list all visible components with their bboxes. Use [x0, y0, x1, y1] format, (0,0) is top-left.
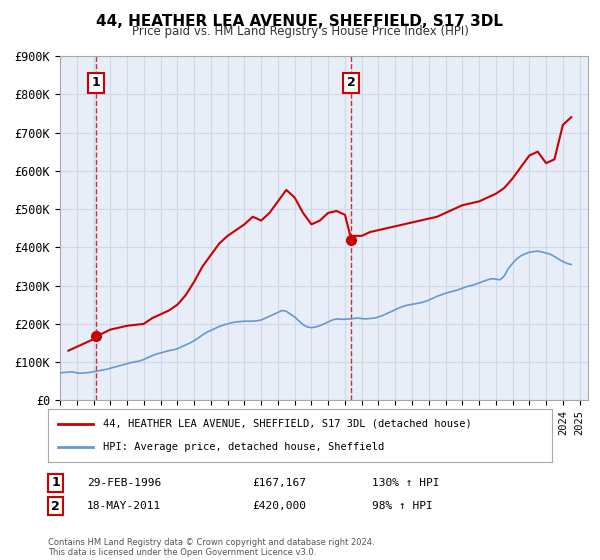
Text: 1: 1 [51, 476, 60, 489]
Text: Contains HM Land Registry data © Crown copyright and database right 2024.
This d: Contains HM Land Registry data © Crown c… [48, 538, 374, 557]
Text: 98% ↑ HPI: 98% ↑ HPI [372, 501, 433, 511]
Text: £420,000: £420,000 [252, 501, 306, 511]
Text: 44, HEATHER LEA AVENUE, SHEFFIELD, S17 3DL: 44, HEATHER LEA AVENUE, SHEFFIELD, S17 3… [97, 14, 503, 29]
Text: £167,167: £167,167 [252, 478, 306, 488]
Text: 1: 1 [92, 76, 101, 89]
Text: 29-FEB-1996: 29-FEB-1996 [87, 478, 161, 488]
Text: 44, HEATHER LEA AVENUE, SHEFFIELD, S17 3DL (detached house): 44, HEATHER LEA AVENUE, SHEFFIELD, S17 3… [103, 419, 472, 429]
Text: 2: 2 [51, 500, 60, 513]
Text: 18-MAY-2011: 18-MAY-2011 [87, 501, 161, 511]
Text: 2: 2 [347, 76, 356, 89]
Text: HPI: Average price, detached house, Sheffield: HPI: Average price, detached house, Shef… [103, 442, 385, 452]
Text: 130% ↑ HPI: 130% ↑ HPI [372, 478, 439, 488]
Text: Price paid vs. HM Land Registry's House Price Index (HPI): Price paid vs. HM Land Registry's House … [131, 25, 469, 38]
